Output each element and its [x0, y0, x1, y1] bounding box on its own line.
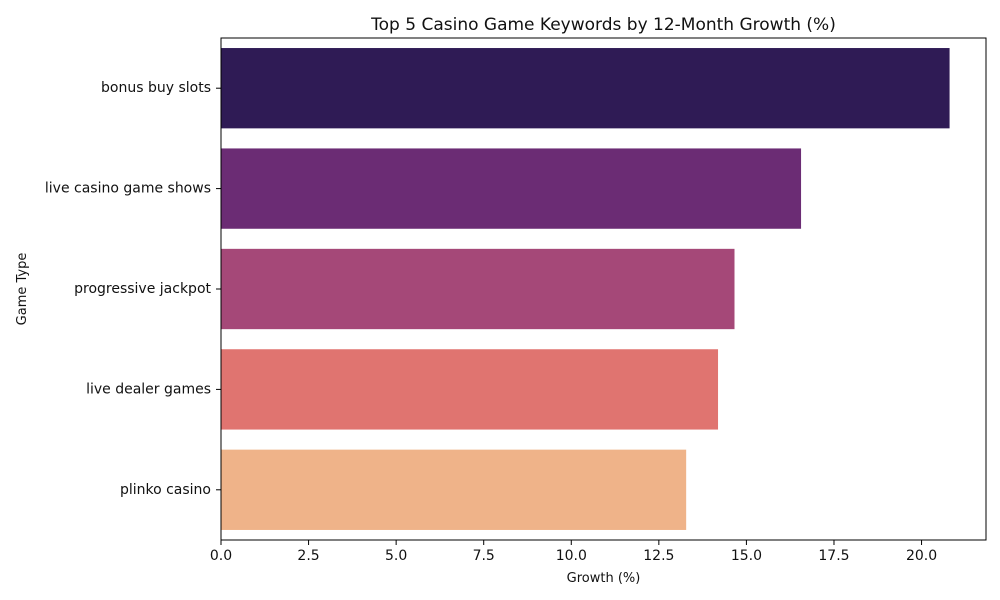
x-tick-label: 0.0: [210, 548, 232, 564]
y-tick-label: progressive jackpot: [74, 281, 211, 297]
bar-progressive-jackpot: [221, 248, 735, 330]
x-tick-label: 5.0: [385, 548, 407, 564]
x-tick-label: 20.0: [906, 548, 937, 564]
x-tick-label: 12.5: [643, 548, 674, 564]
bar-live-dealer-games: [221, 349, 719, 430]
x-tick-label: 10.0: [556, 548, 587, 564]
y-axis-label: Game Type: [15, 253, 30, 326]
x-tick-label: 17.5: [818, 548, 849, 564]
y-axis-ticks: bonus buy slots live casino game shows pro…: [45, 80, 221, 498]
x-axis-ticks: 0.0 2.5 5.0 7.5 10.0 12.5 15.0 17.5 20.0: [210, 540, 937, 564]
x-tick-label: 15.0: [731, 548, 762, 564]
bar-live-casino-game-shows: [221, 148, 802, 229]
x-tick-label: 2.5: [297, 548, 319, 564]
y-tick-label: plinko casino: [120, 482, 211, 498]
x-tick-label: 7.5: [473, 548, 495, 564]
bar-plinko-casino: [221, 449, 687, 530]
plot-frame: [220, 37, 987, 541]
x-axis-label: Growth (%): [567, 571, 641, 586]
y-tick-label: bonus buy slots: [101, 80, 211, 96]
y-tick-label: live casino game shows: [45, 181, 211, 197]
y-tick-label: live dealer games: [86, 381, 211, 397]
bar-bonus-buy-slots: [221, 48, 950, 129]
bars-layer: [221, 48, 950, 530]
chart-title: Top 5 Casino Game Keywords by 12-Month G…: [370, 15, 836, 35]
